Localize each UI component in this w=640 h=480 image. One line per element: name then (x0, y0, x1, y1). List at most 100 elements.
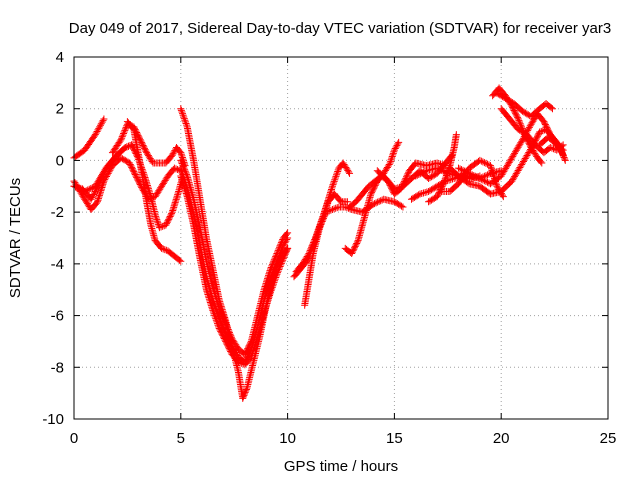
data-point (426, 197, 434, 205)
data-point (526, 142, 534, 150)
data-point (396, 183, 404, 191)
data-point (279, 236, 287, 244)
data-point (509, 176, 517, 184)
data-point (441, 176, 449, 184)
data-point (102, 174, 110, 182)
data-point (557, 146, 565, 154)
data-point (548, 144, 556, 152)
data-point (499, 169, 507, 177)
data-point (480, 159, 488, 167)
data-point (389, 151, 397, 159)
y-tick-label: -8 (51, 359, 64, 376)
data-point (152, 212, 160, 220)
data-point (157, 184, 165, 192)
data-point (467, 170, 475, 178)
data-point (516, 140, 524, 148)
data-point (416, 190, 424, 198)
data-point (514, 125, 522, 133)
data-point (507, 155, 515, 163)
data-point (530, 148, 538, 156)
data-point (436, 187, 444, 195)
data-point (377, 197, 385, 205)
data-point (134, 176, 142, 184)
data-point (119, 131, 127, 139)
data-point (126, 159, 134, 167)
data-point (128, 165, 136, 173)
data-point (118, 133, 126, 141)
data-point (516, 126, 524, 134)
data-point (272, 265, 280, 273)
data-point (351, 244, 359, 252)
data-point (179, 111, 187, 119)
data-point (477, 175, 485, 183)
data-point (244, 343, 252, 351)
data-point (299, 258, 307, 266)
data-point (388, 153, 396, 161)
data-point (384, 162, 392, 170)
x-axis-label: GPS time / hours (284, 458, 398, 475)
data-point (332, 204, 340, 212)
data-point (559, 141, 567, 149)
data-point (131, 171, 139, 179)
data-point (504, 160, 512, 168)
data-point (72, 183, 80, 191)
data-point (177, 105, 185, 113)
data-point (531, 149, 539, 157)
data-point (153, 190, 161, 198)
data-point (548, 105, 556, 113)
data-point (395, 200, 403, 208)
x-tick-label: 15 (386, 430, 403, 447)
data-point (371, 200, 379, 208)
data-point (333, 204, 341, 212)
data-point (523, 110, 531, 118)
data-point (133, 175, 141, 183)
data-point (508, 177, 516, 185)
data-point (95, 176, 103, 184)
data-point (470, 172, 478, 180)
data-point (416, 170, 424, 178)
data-point (529, 117, 537, 125)
data-point (541, 121, 549, 129)
series-9 (177, 156, 292, 358)
data-point (507, 98, 515, 106)
data-layer (70, 84, 569, 402)
data-point (271, 269, 279, 277)
data-point (333, 171, 341, 179)
data-point (158, 244, 166, 252)
data-point (331, 176, 339, 184)
data-point (73, 184, 81, 192)
data-point (456, 165, 464, 173)
data-point (177, 156, 185, 164)
data-point (160, 178, 168, 186)
data-point (560, 153, 568, 161)
data-point (375, 197, 383, 205)
data-point (330, 177, 338, 185)
data-point (323, 201, 331, 209)
data-point (512, 170, 520, 178)
data-point (426, 174, 434, 182)
data-point (479, 158, 487, 166)
data-point (419, 168, 427, 176)
data-point (145, 153, 153, 161)
data-point (98, 172, 106, 180)
data-point (170, 148, 178, 156)
data-point (97, 120, 105, 128)
data-point (96, 175, 104, 183)
data-point (442, 169, 450, 177)
data-point (120, 128, 128, 136)
data-point (387, 156, 395, 164)
data-point (501, 166, 509, 174)
data-point (128, 141, 136, 149)
data-point (183, 170, 191, 178)
data-point (476, 156, 484, 164)
data-point (83, 198, 91, 206)
data-point (269, 275, 277, 283)
data-point (433, 164, 441, 172)
data-point (275, 243, 283, 251)
data-point (330, 179, 338, 187)
data-point (517, 162, 525, 170)
data-point (81, 187, 89, 195)
data-point (501, 94, 509, 102)
data-point (525, 123, 533, 131)
data-point (452, 131, 460, 139)
